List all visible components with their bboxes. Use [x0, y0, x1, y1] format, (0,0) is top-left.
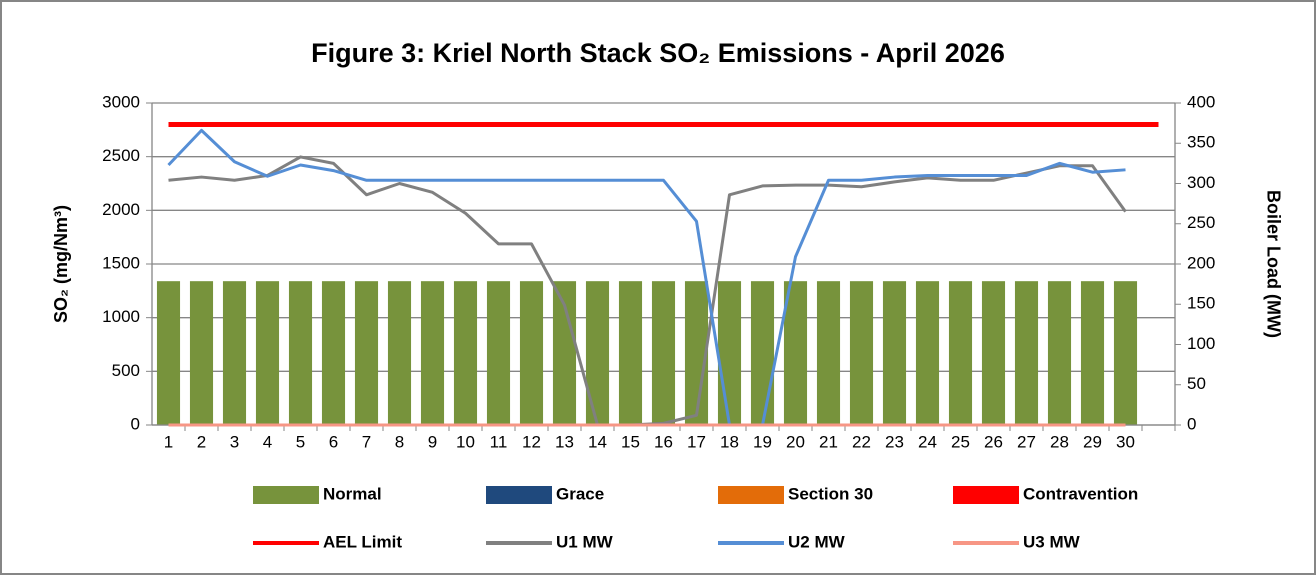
bar — [222, 281, 247, 425]
legend-label: AEL Limit — [323, 532, 402, 551]
x-tick-label: 16 — [654, 432, 673, 451]
bar — [519, 281, 544, 425]
x-tick-label: 3 — [230, 432, 239, 451]
x-tick-label: 13 — [555, 432, 574, 451]
legend-swatch — [953, 486, 1019, 504]
y2-tick-label: 200 — [1187, 253, 1215, 272]
x-tick-label: 15 — [621, 432, 640, 451]
x-tick-label: 25 — [951, 432, 970, 451]
bar — [321, 281, 346, 425]
bar — [1080, 281, 1105, 425]
x-tick-label: 26 — [984, 432, 1003, 451]
bar — [255, 281, 280, 425]
y-tick-label: 3000 — [102, 92, 140, 111]
bar — [618, 281, 643, 425]
x-tick-label: 6 — [329, 432, 338, 451]
legend-swatch — [718, 486, 784, 504]
legend-label: Contravention — [1023, 484, 1138, 503]
bar — [354, 281, 379, 425]
legend-label: Grace — [556, 484, 604, 503]
y-tick-label: 0 — [131, 414, 140, 433]
bar — [1113, 281, 1138, 425]
y-tick-label: 2000 — [102, 200, 140, 219]
legend-label: U3 MW — [1023, 532, 1081, 551]
x-tick-label: 27 — [1017, 432, 1036, 451]
x-tick-label: 11 — [490, 432, 508, 451]
bar — [915, 281, 940, 425]
y-axis-title: SO₂ (mg/Nm³) — [51, 205, 71, 323]
bar — [882, 281, 907, 425]
bar — [948, 281, 973, 425]
y2-tick-label: 300 — [1187, 173, 1215, 192]
bar — [189, 281, 214, 425]
bar — [981, 281, 1006, 425]
bar — [552, 281, 577, 425]
y2-tick-label: 250 — [1187, 213, 1215, 232]
x-tick-label: 24 — [918, 432, 937, 451]
bar — [717, 281, 742, 425]
bar — [585, 281, 610, 425]
x-tick-label: 8 — [395, 432, 404, 451]
bar — [849, 281, 874, 425]
y-tick-label: 2500 — [102, 146, 140, 165]
bar — [651, 281, 676, 425]
line-series — [167, 128, 1126, 427]
legend-label: U2 MW — [788, 532, 846, 551]
legend-label: U1 MW — [556, 532, 614, 551]
x-tick-label: 23 — [885, 432, 904, 451]
bar — [288, 281, 313, 425]
x-tick-label: 20 — [786, 432, 805, 451]
bar — [816, 281, 841, 425]
legend-swatch — [253, 486, 319, 504]
x-tick-label: 12 — [522, 432, 541, 451]
legend-label: Section 30 — [788, 484, 873, 503]
bar — [684, 281, 709, 425]
x-tick-label: 14 — [588, 432, 607, 451]
x-tick-label: 5 — [296, 432, 305, 451]
y-tick-label: 1000 — [102, 307, 140, 326]
x-tick-label: 22 — [852, 432, 871, 451]
y2-tick-label: 400 — [1187, 92, 1215, 111]
x-tick-label: 29 — [1083, 432, 1102, 451]
bar — [156, 281, 181, 425]
bar — [783, 281, 808, 425]
legend-label: Normal — [323, 484, 382, 503]
y2-tick-label: 100 — [1187, 334, 1215, 353]
y2-axis-title: Boiler Load (MW) — [1263, 190, 1283, 338]
y-tick-label: 500 — [112, 361, 140, 380]
x-tick-label: 19 — [753, 432, 772, 451]
x-tick-label: 1 — [164, 432, 173, 451]
x-tick-label: 2 — [197, 432, 206, 451]
legend-swatch — [486, 486, 552, 504]
y2-tick-label: 350 — [1187, 133, 1215, 152]
bar — [486, 281, 511, 425]
x-tick-label: 7 — [362, 432, 371, 451]
bar — [387, 281, 412, 425]
bar — [750, 281, 775, 425]
x-tick-label: 21 — [819, 432, 838, 451]
y2-tick-label: 50 — [1187, 374, 1206, 393]
x-tick-label: 18 — [720, 432, 739, 451]
bar — [453, 281, 478, 425]
x-tick-label: 4 — [263, 432, 272, 451]
y2-tick-label: 150 — [1187, 294, 1215, 313]
x-tick-label: 28 — [1050, 432, 1069, 451]
x-tick-label: 10 — [456, 432, 475, 451]
x-tick-label: 17 — [687, 432, 706, 451]
x-tick-label: 9 — [428, 432, 437, 451]
chart-title: Figure 3: Kriel North Stack SO₂ Emission… — [311, 38, 1005, 68]
bar — [420, 281, 445, 425]
bar — [1047, 281, 1072, 425]
x-tick-label: 30 — [1116, 432, 1135, 451]
y-tick-label: 1500 — [102, 253, 140, 272]
bar — [1014, 281, 1039, 425]
y2-tick-label: 0 — [1187, 414, 1196, 433]
